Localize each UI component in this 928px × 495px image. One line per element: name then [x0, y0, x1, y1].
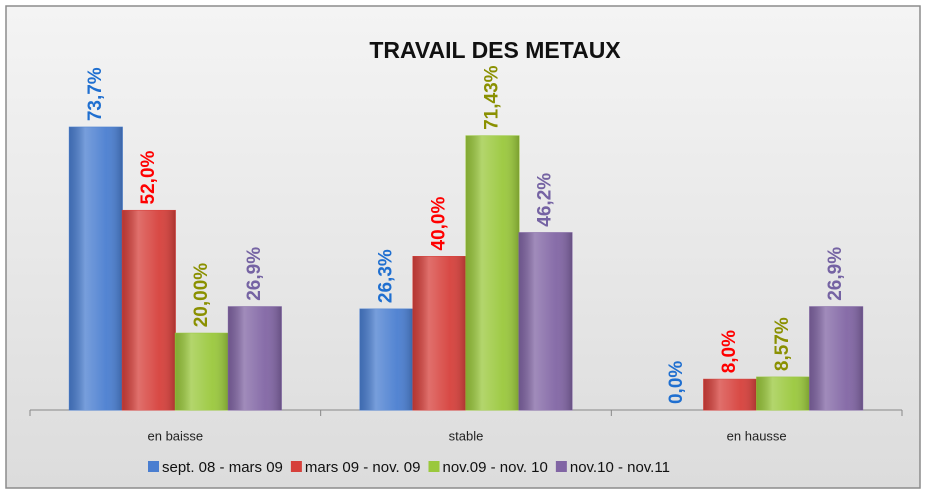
bar-shine [228, 306, 282, 410]
bar-shine [519, 232, 572, 410]
bar-shine [413, 256, 466, 410]
legend-swatch [148, 461, 159, 472]
bar-shine [703, 379, 757, 410]
value-label: 46,2% [535, 173, 556, 227]
bar-shine [175, 333, 229, 410]
legend-label: nov.10 - nov.11 [570, 459, 670, 476]
bar-shine [122, 210, 176, 410]
bar-shine [466, 135, 519, 410]
legend-label: mars 09 - nov. 09 [305, 459, 421, 476]
value-label: 52,0% [138, 150, 159, 204]
bar-shine [809, 306, 863, 410]
legend-swatch [428, 461, 440, 472]
value-label: 40,0% [429, 197, 450, 251]
value-label: 26,9% [825, 247, 846, 301]
value-label: 8,0% [719, 330, 740, 373]
x-tick-label: en hausse [727, 428, 787, 443]
value-label: 20,00% [191, 263, 212, 328]
value-label: 0,0% [666, 361, 687, 404]
chart-title: TRAVAIL DES METAUX [369, 37, 621, 63]
legend-swatch [555, 461, 567, 472]
value-label: 71,43% [482, 65, 503, 130]
x-tick-label: en baisse [148, 428, 204, 443]
value-label: 26,3% [376, 249, 397, 303]
legend-label: nov.09 - nov. 10 [443, 459, 548, 476]
value-label: 8,57% [772, 317, 793, 371]
legend-label: sept. 08 - mars 09 [162, 459, 283, 476]
bar-shine [756, 377, 810, 410]
bar-shine [69, 127, 123, 411]
bar-shine [360, 309, 413, 410]
legend-swatch [290, 461, 302, 472]
x-tick-label: stable [449, 428, 484, 443]
value-label: 26,9% [244, 247, 265, 301]
value-label: 73,7% [85, 67, 106, 121]
